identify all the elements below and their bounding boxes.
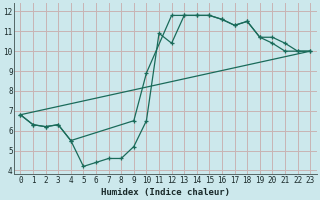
X-axis label: Humidex (Indice chaleur): Humidex (Indice chaleur)	[101, 188, 230, 197]
